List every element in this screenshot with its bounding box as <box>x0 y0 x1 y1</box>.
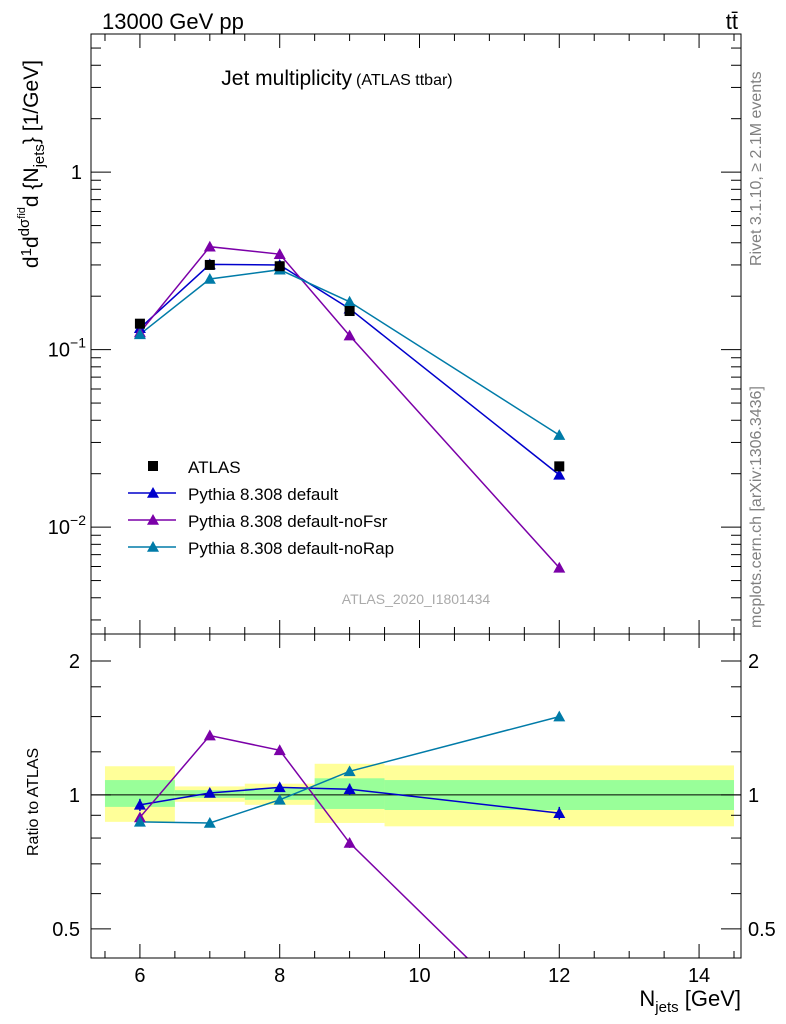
legend-label: ATLAS <box>188 458 241 477</box>
series-1-point <box>343 329 356 341</box>
data-point <box>274 261 285 272</box>
ratio-1-point <box>273 744 286 756</box>
legend-marker <box>147 541 159 552</box>
x-tick-label: 8 <box>274 965 285 987</box>
ratio-2-point <box>133 815 146 827</box>
series-1-point <box>553 561 566 573</box>
rivet-label: Rivet 3.1.10, ≥ 2.1M events <box>748 71 765 266</box>
mcplots-label: mcplots.cern.ch [arXiv:1306.3436] <box>748 386 765 628</box>
legend-label: Pythia 8.308 default-noFsr <box>188 512 388 531</box>
svg-text:d1ddσfidd {Njets} [1/GeV]: d1ddσfidd {Njets} [1/GeV] <box>16 60 48 268</box>
ratio-2-point <box>553 710 566 722</box>
ratio-1-point <box>343 836 356 848</box>
y-tick-label: 1 <box>69 785 80 807</box>
y-tick-label: 2 <box>69 651 80 673</box>
energy-label: 13000 GeV pp <box>102 9 244 34</box>
y-tick-label: 0.5 <box>52 919 80 941</box>
legend-label: Pythia 8.308 default <box>188 485 339 504</box>
ratio-2-point <box>273 793 286 805</box>
ratio-0-point <box>203 787 216 798</box>
ratio-2-point <box>203 816 216 828</box>
series-2-point <box>203 272 216 284</box>
y-tick-label-right: 0.5 <box>748 919 776 941</box>
ratio-panel: 6 8 10 12 140.5 0.51 12 2 Ratio to ATLAS Njets … <box>25 633 776 1016</box>
ratio-0-point <box>343 783 356 795</box>
series-2-point <box>133 328 146 340</box>
x-tick-label: 10 <box>408 965 430 987</box>
series-2-point <box>553 429 566 440</box>
series-line-2 <box>139 268 560 436</box>
ratio-frame <box>90 633 742 959</box>
legend: ATLAS Pythia 8.308 default Pythia 8.308 de… <box>128 458 394 558</box>
x-tick-label: 6 <box>134 965 145 987</box>
y-tick-label: 1 <box>71 162 82 184</box>
legend-marker <box>148 461 158 471</box>
ratio-xlabel: Njets [GeV] <box>639 986 741 1016</box>
data-point <box>554 461 565 472</box>
ratio-0-point <box>273 781 286 793</box>
legend-label: Pythia 8.308 default-noRap <box>188 539 394 558</box>
ratio-ylabel: Ratio to ATLAS <box>25 748 42 856</box>
y-tick-label: 10−1 <box>48 335 86 362</box>
main-axis-ticks: 1 10−1 10−2 <box>48 33 741 634</box>
data-point <box>134 318 145 329</box>
main-subtitle: (ATLAS ttbar) <box>356 72 453 89</box>
data-point <box>344 306 355 317</box>
y-tick-label: 10−2 <box>48 512 86 539</box>
series-1-point <box>203 240 216 252</box>
legend-marker <box>147 514 159 525</box>
watermark: ATLAS_2020_I1801434 <box>342 591 491 607</box>
ratio-0-point <box>133 798 146 810</box>
series-0-point <box>553 468 566 480</box>
ratio-axis-ticks: 6 8 10 12 140.5 0.51 12 2 <box>52 634 776 987</box>
legend-marker <box>147 487 159 498</box>
ratio-2-point <box>343 765 356 777</box>
process-label: tt̄ <box>726 9 738 34</box>
svg-text:Njets [GeV]: Njets [GeV] <box>639 986 741 1016</box>
series-1-point <box>273 248 286 259</box>
ratio-0-point <box>553 807 566 818</box>
data-point <box>204 259 215 270</box>
y-tick-label-right: 1 <box>748 785 759 807</box>
ratio-1-point <box>203 729 216 741</box>
x-tick-label: 14 <box>688 965 710 987</box>
main-title: Jet multiplicity <box>221 67 352 90</box>
y-tick-label-right: 2 <box>748 651 759 673</box>
x-tick-label: 12 <box>548 965 570 987</box>
main-ylabel: d1ddσfidd {Njets} [1/GeV] <box>16 60 48 268</box>
series-2-point <box>343 295 356 307</box>
main-panel: 1 10−1 10−2 Jet multiplicity (ATLAS ttbar)… <box>16 33 742 635</box>
